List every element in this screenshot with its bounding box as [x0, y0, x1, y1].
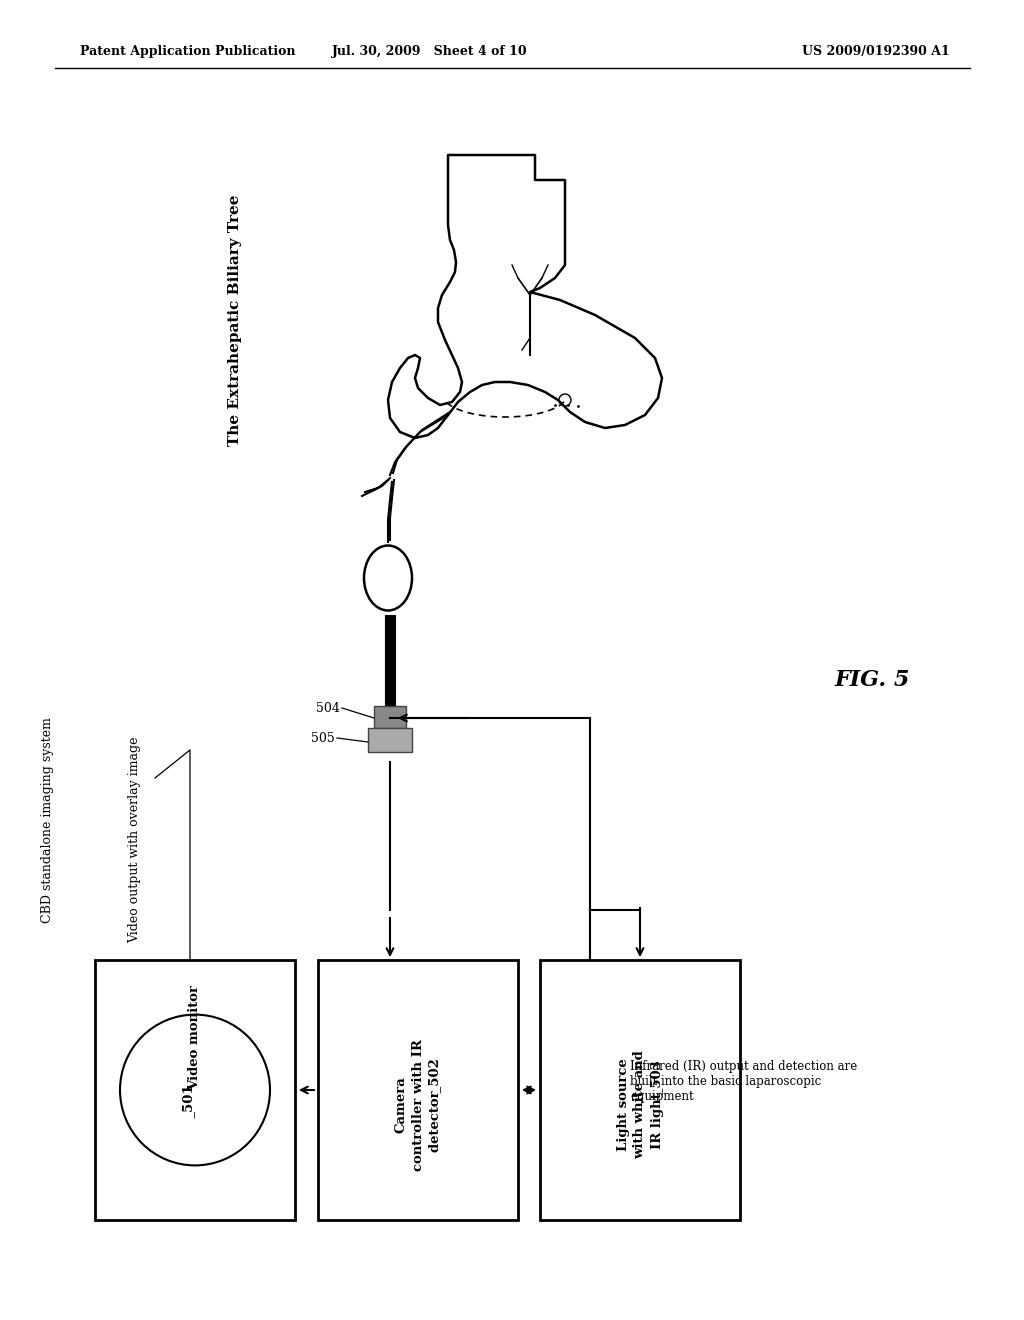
Text: Patent Application Publication: Patent Application Publication: [80, 45, 296, 58]
Bar: [540, 960, 740, 1220]
Text: CBD standalone imaging system: CBD standalone imaging system: [42, 717, 54, 923]
Bar: [374, 706, 406, 729]
Text: Camera
controller with IR
detector ̲502: Camera controller with IR detector ̲502: [394, 1039, 441, 1171]
Bar: [318, 960, 518, 1220]
Text: 504: 504: [316, 701, 340, 714]
Text: FIG. 5: FIG. 5: [835, 669, 910, 690]
Text: Light source
with white and
IR light ̲503: Light source with white and IR light ̲50…: [616, 1051, 664, 1159]
Text: US 2009/0192390 A1: US 2009/0192390 A1: [802, 45, 950, 58]
Text: 505: 505: [311, 731, 335, 744]
Text: Video monitor: Video monitor: [188, 985, 202, 1090]
Text: ̲501: ̲501: [188, 1090, 202, 1118]
Bar: [368, 729, 412, 752]
Text: Infrared (IR) output and detection are
built into the basic laparoscopic
equipme: Infrared (IR) output and detection are b…: [630, 1060, 857, 1104]
Text: The Extrahepatic Biliary Tree: The Extrahepatic Biliary Tree: [228, 194, 242, 446]
Bar: [95, 960, 295, 1220]
Text: Jul. 30, 2009   Sheet 4 of 10: Jul. 30, 2009 Sheet 4 of 10: [332, 45, 527, 58]
Text: Video output with overlay image: Video output with overlay image: [128, 737, 141, 944]
